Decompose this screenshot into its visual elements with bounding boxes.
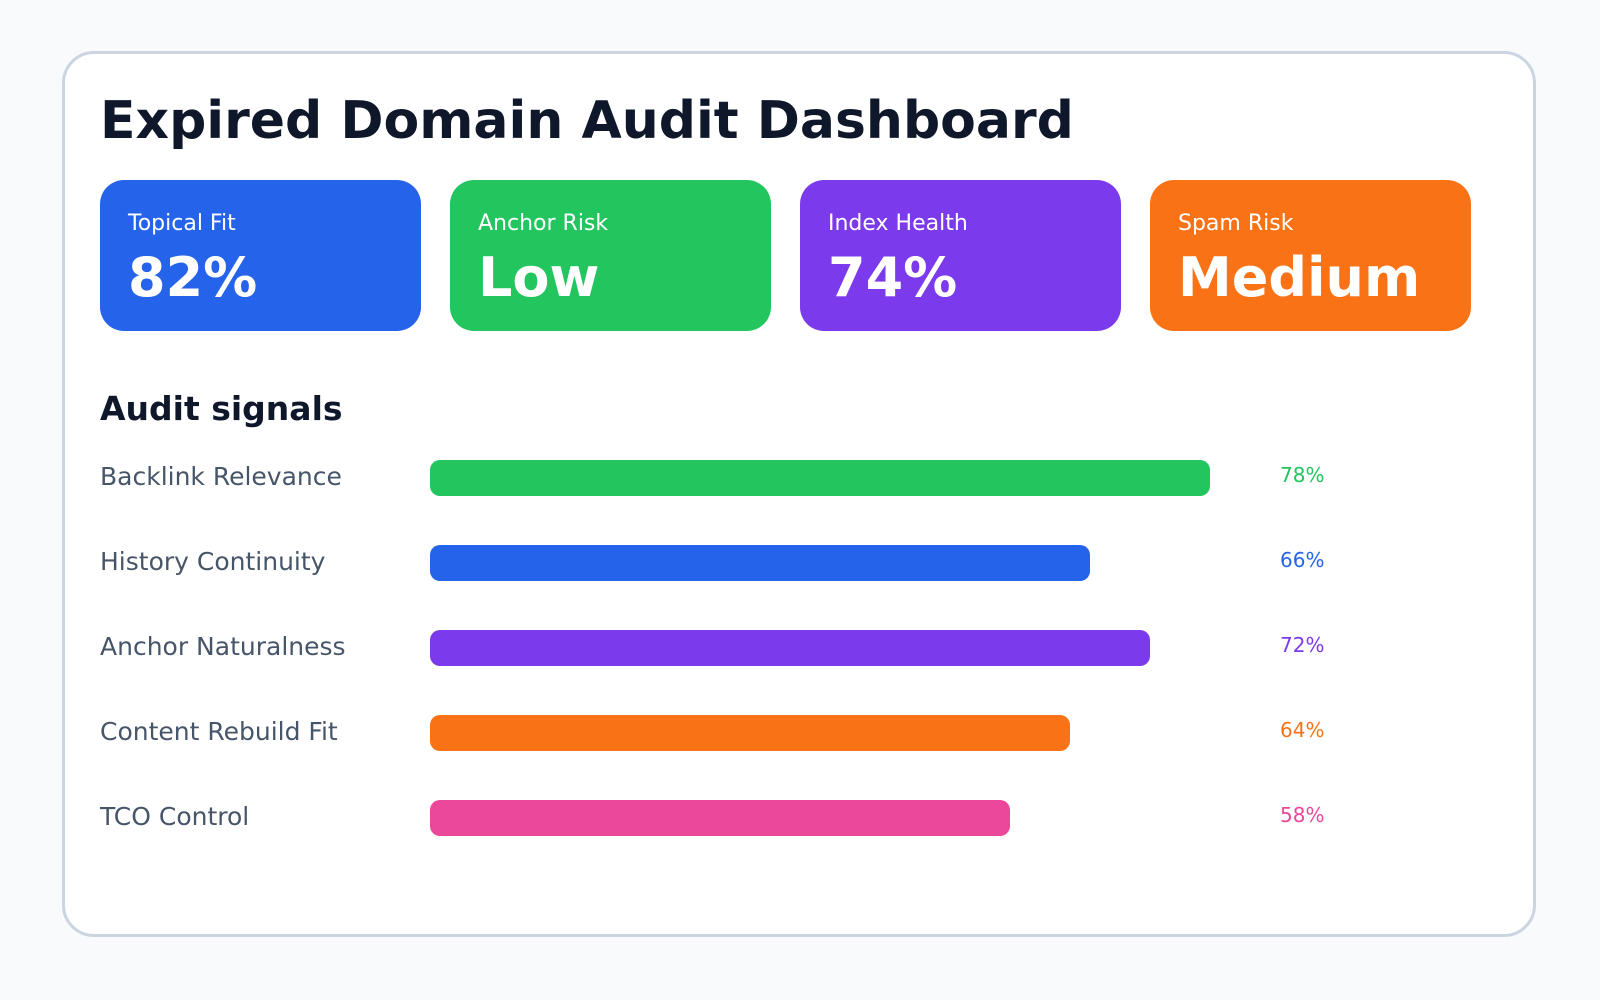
metric-card-anchor-risk: Anchor Risk Low — [450, 180, 771, 331]
signal-bar-backlink-relevance — [430, 460, 1210, 496]
signal-label-history-continuity: History Continuity — [100, 547, 326, 576]
metric-card-value: 74% — [828, 246, 958, 309]
signal-value-history-continuity: 66% — [1280, 548, 1325, 572]
signal-label-content-rebuild-fit: Content Rebuild Fit — [100, 717, 338, 746]
metric-card-label: Anchor Risk — [478, 211, 609, 236]
metric-card-index-health: Index Health 74% — [800, 180, 1121, 331]
metric-card-label: Topical Fit — [128, 211, 236, 236]
metric-card-value: Low — [478, 246, 600, 309]
signal-label-tco-control: TCO Control — [100, 802, 250, 831]
metric-card-label: Spam Risk — [1178, 211, 1294, 236]
signal-value-backlink-relevance: 78% — [1280, 463, 1325, 487]
page-title: Expired Domain Audit Dashboard — [100, 91, 1074, 151]
metric-card-topical-fit: Topical Fit 82% — [100, 180, 421, 331]
metric-card-spam-risk: Spam Risk Medium — [1150, 180, 1471, 331]
signal-value-tco-control: 58% — [1280, 803, 1325, 827]
section-title: Audit signals — [100, 389, 343, 428]
metric-card-label: Index Health — [828, 211, 968, 236]
signal-bar-anchor-naturalness — [430, 630, 1150, 666]
signal-bar-content-rebuild-fit — [430, 715, 1070, 751]
signal-label-anchor-naturalness: Anchor Naturalness — [100, 632, 346, 661]
metric-card-value: Medium — [1178, 246, 1421, 309]
signal-value-anchor-naturalness: 72% — [1280, 633, 1325, 657]
signal-label-backlink-relevance: Backlink Relevance — [100, 462, 342, 491]
signal-value-content-rebuild-fit: 64% — [1280, 718, 1325, 742]
metric-card-value: 82% — [128, 246, 258, 309]
signal-bar-history-continuity — [430, 545, 1090, 581]
signal-bar-tco-control — [430, 800, 1010, 836]
